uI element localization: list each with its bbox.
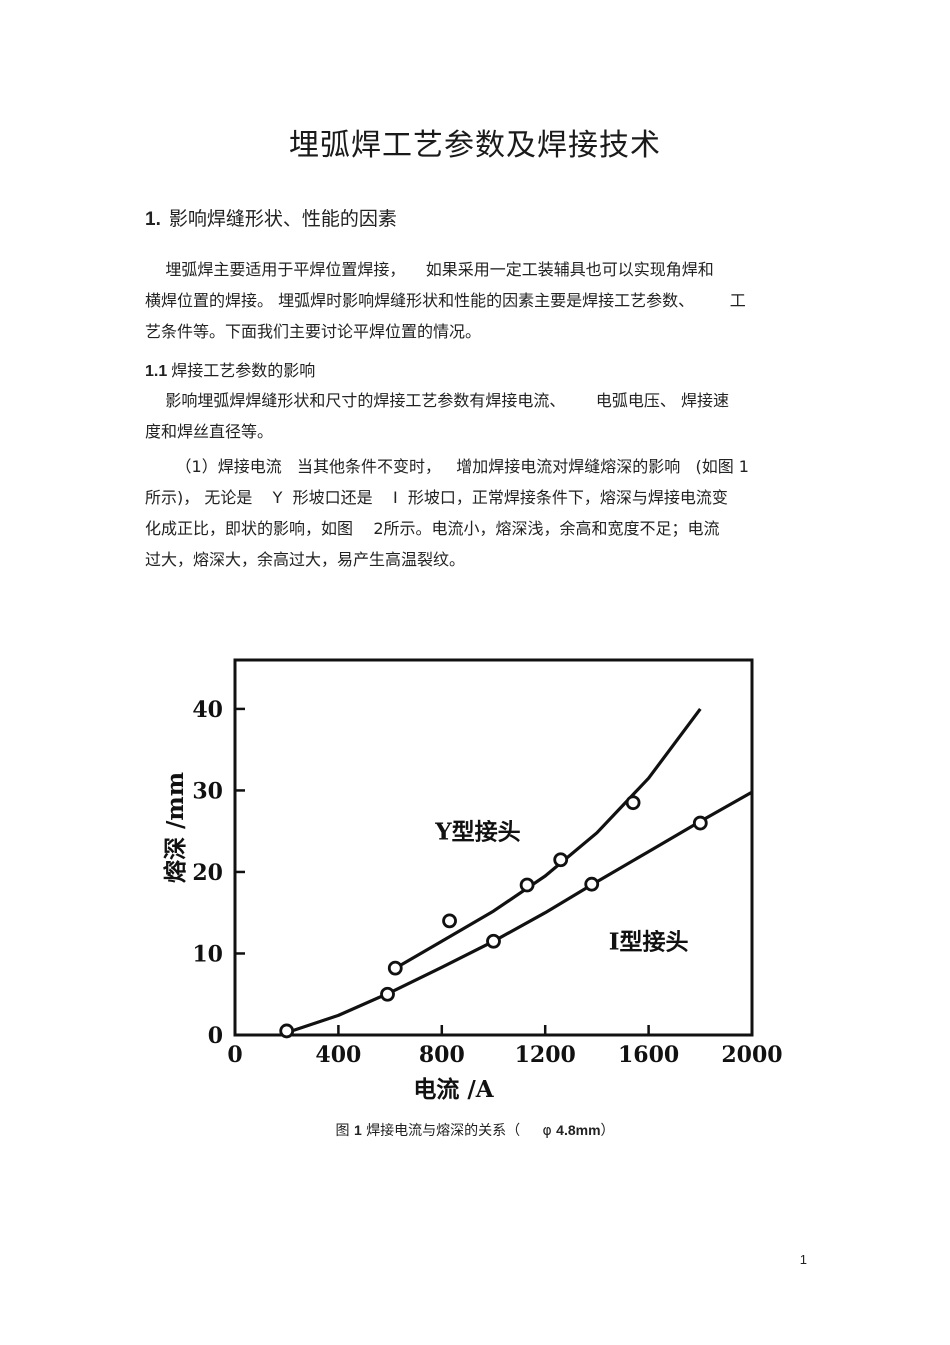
text-line: 过大，熔深大，余高过大，易产生高温裂纹。 (145, 550, 466, 569)
series-label: I型接头 (609, 928, 689, 955)
caption-phi: φ (542, 1123, 552, 1139)
series-line (391, 707, 702, 972)
document-title: 埋弧焊工艺参数及焊接技术 (289, 128, 661, 163)
caption-number: 1 (353, 1122, 362, 1138)
data-point (387, 960, 403, 976)
y-tick-label: 30 (192, 778, 223, 804)
caption-text: 焊接电流与熔深的关系（ (366, 1123, 521, 1139)
section-heading-1-1: 1.1 焊接工艺参数的影响 (145, 357, 315, 381)
plot-frame (233, 658, 754, 1037)
data-point (442, 913, 457, 929)
section-title: 影响焊缝形状、性能的因素 (168, 208, 397, 230)
series-line (286, 790, 753, 1035)
data-point (692, 815, 708, 831)
text-line: 化成正比，即状的影响，如图 2所示。电流小，熔深浅，余高和宽度不足；电流 (145, 519, 720, 538)
section-number: 1.1 (145, 363, 168, 380)
data-point (486, 933, 501, 949)
data-point (553, 852, 569, 868)
data-point (380, 986, 395, 1002)
data-point (584, 876, 600, 892)
text-line: 艺条件等。下面我们主要讨论平焊位置的情况。 (145, 322, 482, 341)
x-tick-label: 1200 (515, 1042, 576, 1068)
x-tick-label: 800 (419, 1042, 465, 1068)
text-line: 埋弧焊主要适用于平焊位置焊接， 如果采用一定工装辅具也可以实现角焊和 (145, 260, 714, 279)
text-line: 所示)， 无论是 Y 形坡口还是 I 形坡口，正常焊接条件下，熔深与焊接电流变 (145, 488, 728, 507)
y-tick-label: 20 (192, 860, 223, 886)
section-heading-1: 1. 影响焊缝形状、性能的因素 (145, 204, 397, 231)
section-number: 1. (145, 209, 161, 230)
caption-prefix: 图 (335, 1123, 350, 1139)
y-tick-label: 0 (208, 1023, 223, 1049)
data-point (519, 877, 535, 893)
current-vs-penetration-chart: 0 400 800 1200 1600 2000 0 10 20 30 40 电流 /A 熔深 /mm Y… (162, 658, 783, 1103)
data-point (279, 1023, 295, 1039)
paragraph-current: （1）焊接电流 当其他条件不变时， 增加焊接电流对焊缝熔深的影响 (如图 1 所… (145, 451, 810, 575)
series-label: Y型接头 (434, 818, 520, 845)
figure-caption: 图 1 焊接电流与熔深的关系（ φ 4.8mm） (0, 1120, 950, 1140)
text-line: 横焊位置的焊接。 埋弧焊时影响焊缝形状和性能的因素主要是焊接工艺参数、 工 (145, 291, 746, 310)
page-number: 1 (799, 1252, 807, 1267)
x-tick-label: 1600 (618, 1042, 679, 1068)
text-line: 影响埋弧焊焊缝形状和尺寸的焊接工艺参数有焊接电流、 电弧电压、 焊接速 (145, 391, 729, 410)
x-tick-label: 2000 (721, 1042, 782, 1068)
y-axis-label: 熔深 /mm (162, 772, 189, 883)
text-line: （1）焊接电流 当其他条件不变时， 增加焊接电流对焊缝熔深的影响 (如图 1 (145, 457, 749, 476)
x-tick-label: 0 (227, 1042, 242, 1068)
caption-close: ） (600, 1123, 615, 1139)
paragraph-params: 影响埋弧焊焊缝形状和尺寸的焊接工艺参数有焊接电流、 电弧电压、 焊接速 度和焊丝… (145, 385, 810, 447)
data-point (625, 795, 641, 811)
x-tick-label: 400 (315, 1042, 361, 1068)
x-axis-label: 电流 /A (413, 1076, 494, 1103)
text-line: 度和焊丝直径等。 (145, 422, 274, 441)
section-title: 焊接工艺参数的影响 (171, 361, 316, 380)
paragraph-intro: 埋弧焊主要适用于平焊位置焊接， 如果采用一定工装辅具也可以实现角焊和 横焊位置的… (145, 254, 810, 347)
y-tick-label: 10 (192, 941, 223, 967)
y-tick-label: 40 (192, 697, 223, 723)
caption-size: 4.8mm (556, 1122, 601, 1138)
